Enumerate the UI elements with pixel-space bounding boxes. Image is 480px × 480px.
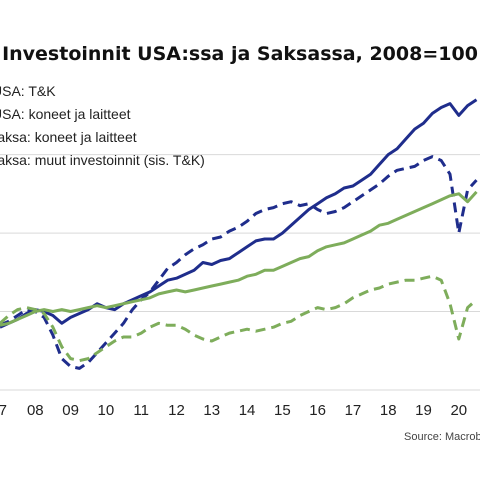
x-tick-label: 19 — [415, 402, 432, 419]
x-tick-label: 11 — [133, 402, 149, 419]
x-tick-label: 10 — [98, 402, 115, 419]
x-tick-label: 15 — [274, 402, 291, 419]
grid-lines — [0, 154, 480, 391]
x-tick-label: 16 — [309, 402, 326, 419]
series-line — [0, 274, 478, 363]
series-line — [0, 98, 478, 329]
legend-entry: Saksa: koneet ja laitteet — [0, 129, 137, 145]
legend-entry: USA: koneet ja laitteet — [0, 106, 131, 122]
x-tick-label: 14 — [239, 402, 256, 419]
x-tick-label: 18 — [380, 402, 397, 419]
legend: USA: T&K USA: koneet ja laitteet Saksa: ko… — [0, 83, 205, 168]
x-tick-label: 09 — [62, 402, 79, 419]
x-tick-label: 7 — [0, 402, 7, 419]
x-tick-label: 20 — [450, 402, 467, 419]
legend-entry: USA: T&K — [0, 83, 56, 99]
series-line — [0, 190, 478, 327]
legend-entry: Saksa: muut investoinnit (sis. T&K) — [0, 152, 205, 168]
series-lines — [0, 98, 478, 370]
x-tick-label: 08 — [27, 402, 44, 419]
x-axis: 7 08 09 10 11 12 13 14 15 16 17 18 19 20 — [0, 402, 467, 419]
x-tick-label: 17 — [345, 402, 362, 419]
chart-title: Investoinnit USA:ssa ja Saksassa, 2008=1… — [2, 43, 478, 65]
series-line — [0, 155, 478, 370]
x-tick-label: 12 — [168, 402, 185, 419]
source-note: Source: Macrob — [404, 431, 480, 443]
x-tick-label: 13 — [203, 402, 220, 419]
